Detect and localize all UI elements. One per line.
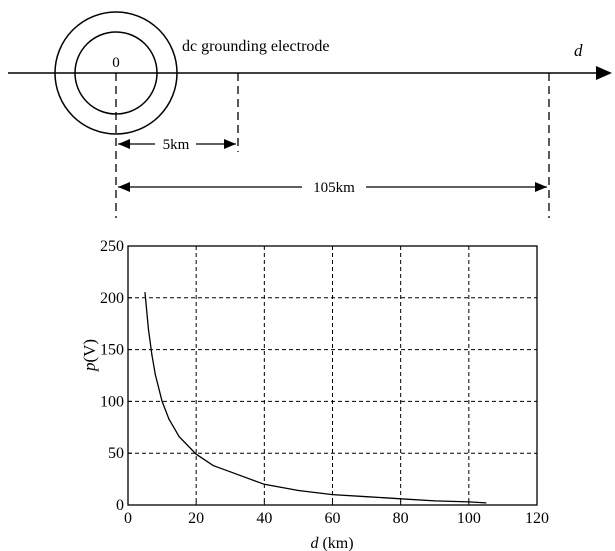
data-point [168, 418, 170, 420]
data-point [400, 498, 402, 500]
electrode-diagram: 0 dc grounding electrode d 5km 105km [8, 11, 612, 218]
y-tick-label: 100 [100, 393, 124, 410]
data-point [144, 292, 146, 294]
data-point [195, 453, 197, 455]
dimension-105km-arrow-right [535, 182, 547, 192]
potential-curve [144, 292, 486, 504]
x-axis-label-unit: (km) [318, 535, 353, 551]
dimension-5km-arrow-left [118, 139, 130, 149]
x-tick-label: 120 [525, 510, 549, 527]
y-tick-label: 250 [100, 238, 124, 255]
origin-label: 0 [112, 55, 120, 71]
y-tick-label: 50 [108, 445, 124, 462]
data-point [212, 465, 214, 467]
y-axis-label: p(V) [80, 339, 99, 372]
y-tick-label: 150 [100, 342, 124, 359]
data-point [154, 373, 156, 376]
y-tick-label: 200 [100, 290, 124, 307]
distance-axis-arrowhead [596, 66, 612, 80]
data-point [151, 354, 153, 356]
data-point [434, 500, 436, 502]
x-axis-label-var: d [310, 535, 319, 551]
series [144, 292, 487, 504]
dimension-105km-arrow-left [118, 182, 130, 192]
x-tick-label: 100 [457, 510, 481, 527]
data-point [485, 502, 487, 504]
data-point [229, 471, 231, 473]
data-point [161, 400, 163, 402]
dimension-5km-arrow-right [224, 139, 236, 149]
x-tick-label: 40 [256, 510, 272, 527]
electrode-label: dc grounding electrode [182, 38, 330, 55]
x-tick-label: 20 [188, 510, 204, 527]
distance-105km-label: 105km [313, 180, 355, 196]
data-point [365, 496, 368, 498]
y-axis-label-var: p [80, 363, 99, 373]
x-tick-label: 80 [393, 510, 409, 527]
data-point [468, 501, 470, 503]
data-point [263, 483, 265, 485]
data-point [147, 328, 150, 330]
axis-d-label: d [574, 41, 583, 60]
x-axis-label: d (km) [310, 535, 353, 551]
x-tick-label: 60 [325, 510, 341, 527]
x-tick-label: 0 [124, 510, 132, 527]
data-point [331, 494, 334, 496]
y-axis-label-unit: (V) [80, 339, 99, 363]
ticks: 0 20 40 60 80 100 120 0 50 100 150 200 250 [100, 238, 549, 527]
y-tick-label: 0 [116, 497, 124, 514]
distance-5km-label: 5km [163, 137, 190, 153]
data-point [297, 489, 300, 492]
grid [128, 246, 537, 505]
data-point [178, 436, 180, 438]
